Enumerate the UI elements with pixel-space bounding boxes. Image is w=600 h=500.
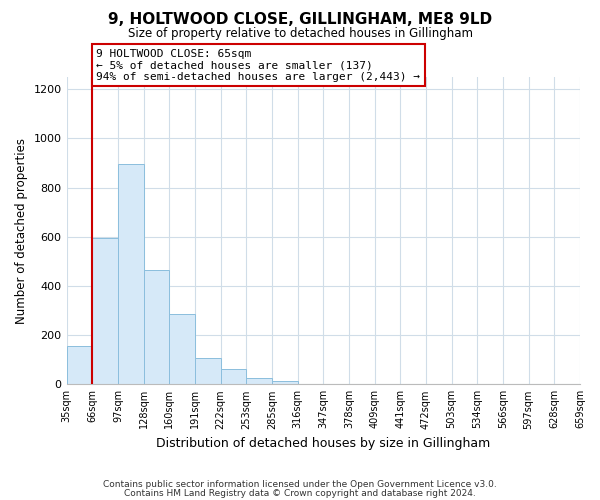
Y-axis label: Number of detached properties: Number of detached properties [15,138,28,324]
X-axis label: Distribution of detached houses by size in Gillingham: Distribution of detached houses by size … [156,437,490,450]
Bar [246,378,272,384]
Bar [272,382,298,384]
Text: Size of property relative to detached houses in Gillingham: Size of property relative to detached ho… [128,28,473,40]
Bar [221,369,246,384]
Bar [143,270,169,384]
Bar [195,358,221,384]
Bar [67,346,92,385]
Text: 9, HOLTWOOD CLOSE, GILLINGHAM, ME8 9LD: 9, HOLTWOOD CLOSE, GILLINGHAM, ME8 9LD [108,12,492,28]
Text: Contains HM Land Registry data © Crown copyright and database right 2024.: Contains HM Land Registry data © Crown c… [124,488,476,498]
Text: 9 HOLTWOOD CLOSE: 65sqm
← 5% of detached houses are smaller (137)
94% of semi-de: 9 HOLTWOOD CLOSE: 65sqm ← 5% of detached… [96,49,420,82]
Bar [169,314,195,384]
Bar [92,238,118,384]
Text: Contains public sector information licensed under the Open Government Licence v3: Contains public sector information licen… [103,480,497,489]
Bar [118,164,143,384]
